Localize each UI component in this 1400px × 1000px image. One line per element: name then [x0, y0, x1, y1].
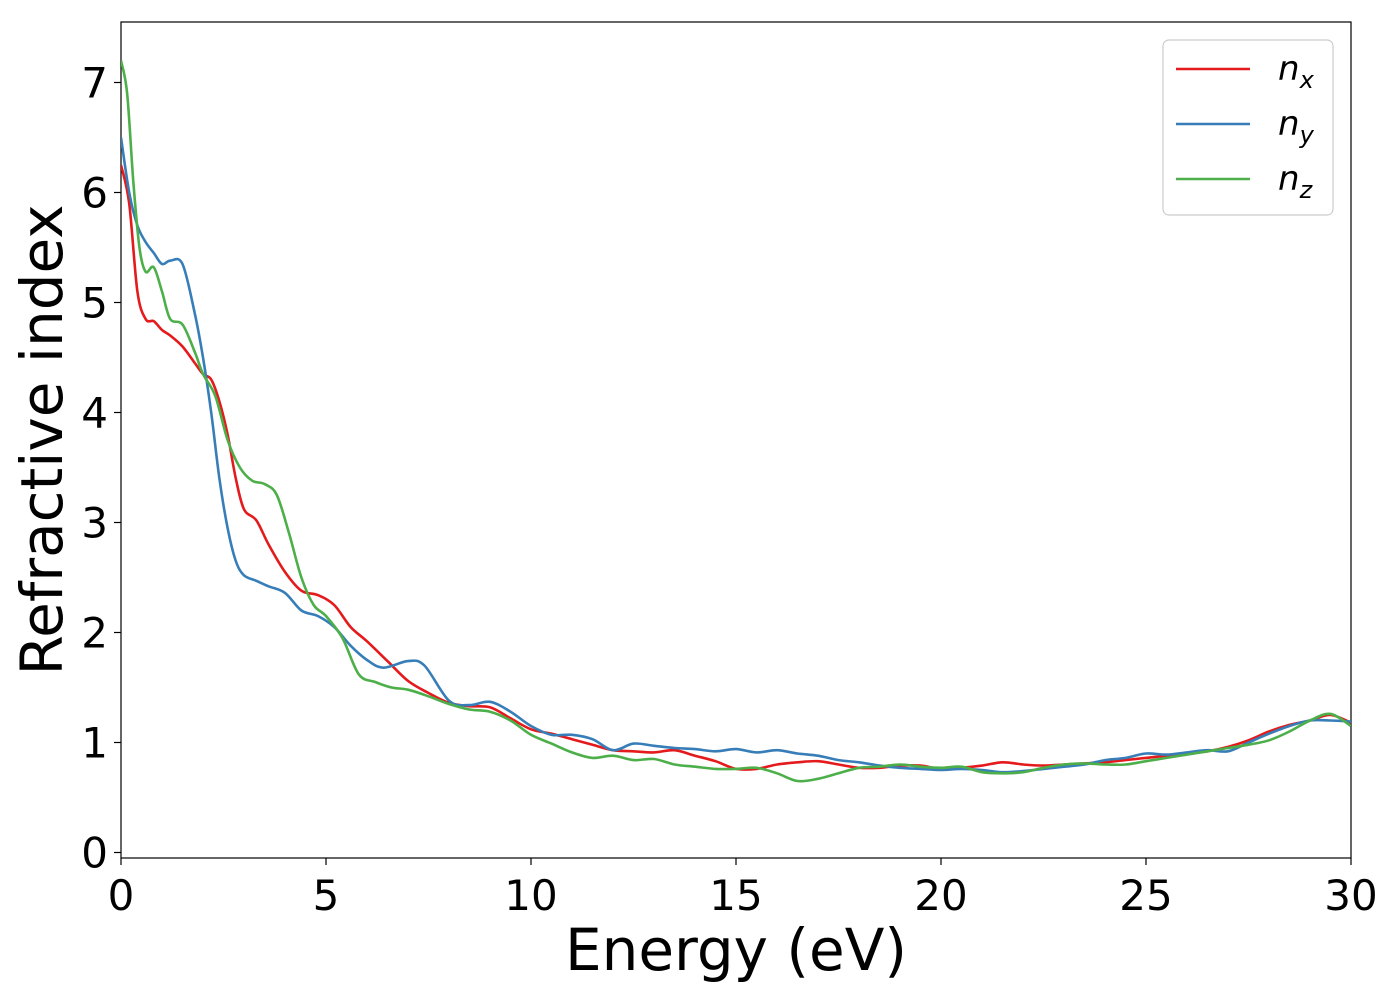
series-line-z [121, 60, 1351, 783]
y-tick-label: 6 [81, 169, 108, 218]
x-axis-title: Energy (eV) [565, 916, 907, 984]
y-axis-ticks: 0 1 2 3 4 5 6 7 [81, 59, 121, 878]
y-tick-label: 3 [81, 499, 108, 548]
y-tick-label: 0 [81, 829, 108, 878]
series-layer [121, 60, 1351, 783]
y-axis-title: Refractive index [8, 204, 76, 675]
x-tick-label: 0 [108, 871, 135, 920]
legend: nx ny nz [1162, 39, 1334, 216]
x-tick-label: 5 [313, 871, 340, 920]
series-line-x [121, 164, 1351, 771]
y-tick-label: 1 [81, 719, 108, 768]
x-tick-label: 25 [1119, 871, 1172, 920]
legend-item-y: ny [1176, 104, 1315, 149]
legend-label: nz [1278, 159, 1314, 204]
y-tick-label: 5 [81, 279, 108, 328]
y-tick-label: 2 [81, 609, 108, 658]
legend-box [1162, 39, 1334, 216]
x-tick-label: 10 [504, 871, 557, 920]
series-line-y [121, 137, 1351, 774]
legend-label: ny [1278, 104, 1315, 149]
x-tick-label: 30 [1324, 871, 1377, 920]
x-tick-label: 15 [709, 871, 762, 920]
legend-label: nx [1278, 49, 1315, 94]
y-tick-label: 4 [81, 389, 108, 438]
y-tick-label: 7 [81, 59, 108, 108]
x-tick-label: 20 [914, 871, 967, 920]
legend-item-z: nz [1176, 159, 1314, 204]
x-axis-ticks: 0 5 10 15 20 25 30 [108, 858, 1378, 920]
legend-item-x: nx [1176, 49, 1315, 94]
